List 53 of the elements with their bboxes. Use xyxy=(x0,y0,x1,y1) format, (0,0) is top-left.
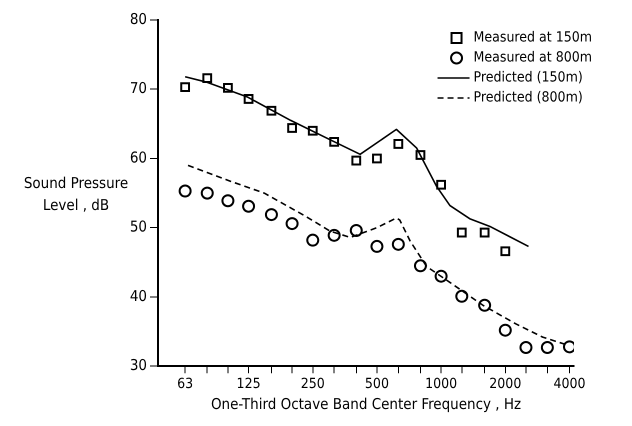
point xyxy=(223,82,233,93)
point xyxy=(264,208,278,222)
point xyxy=(392,238,405,251)
x-tick-label: 125 xyxy=(236,376,261,392)
legend-label: Predicted (800m) xyxy=(474,90,583,106)
y-tick-label: 30 xyxy=(130,356,147,374)
point xyxy=(221,194,234,208)
y-tick-label: 60 xyxy=(130,148,147,166)
point xyxy=(244,94,254,104)
point xyxy=(286,217,299,230)
point xyxy=(351,156,362,166)
x-tick-label: 1000 xyxy=(425,376,458,392)
point xyxy=(393,139,404,149)
legend-label: Measured at 800m xyxy=(474,50,592,66)
point xyxy=(370,240,384,253)
point xyxy=(329,136,340,147)
point xyxy=(455,290,468,303)
point xyxy=(328,228,341,242)
point xyxy=(414,259,427,272)
x-tick-label: 2000 xyxy=(489,376,522,392)
x-tick-label: 63 xyxy=(177,376,194,392)
point xyxy=(200,186,214,200)
point xyxy=(500,246,510,256)
x-tick-label: 500 xyxy=(364,376,389,392)
legend-label: Predicted (150m) xyxy=(474,70,583,86)
point xyxy=(266,106,276,116)
y-tick-label: 80 xyxy=(130,10,147,28)
point xyxy=(180,82,190,92)
x-tick-label: 4000 xyxy=(553,376,586,392)
y-tick-label: 50 xyxy=(130,218,147,236)
point xyxy=(478,298,492,312)
y-tick-label: 40 xyxy=(130,286,147,305)
point xyxy=(416,150,426,160)
point xyxy=(350,224,363,237)
point xyxy=(372,154,382,164)
point xyxy=(287,123,297,133)
point xyxy=(436,180,446,190)
point xyxy=(434,270,448,283)
point xyxy=(306,234,320,247)
point xyxy=(202,73,212,84)
point xyxy=(456,228,467,238)
point xyxy=(308,126,318,136)
y-axis-title: Sound Pressure Level , dB xyxy=(24,174,128,214)
point xyxy=(178,184,192,198)
x-axis-title: One-Third Octave Band Center Frequency , Hz xyxy=(210,394,522,413)
x-tick-label: 250 xyxy=(300,376,325,392)
point xyxy=(498,324,512,337)
legend-label: Measured at 150m xyxy=(474,30,592,46)
point xyxy=(519,341,532,354)
y-tick-label: 70 xyxy=(130,79,147,98)
point xyxy=(242,200,256,213)
point xyxy=(540,341,554,354)
point xyxy=(480,228,490,238)
